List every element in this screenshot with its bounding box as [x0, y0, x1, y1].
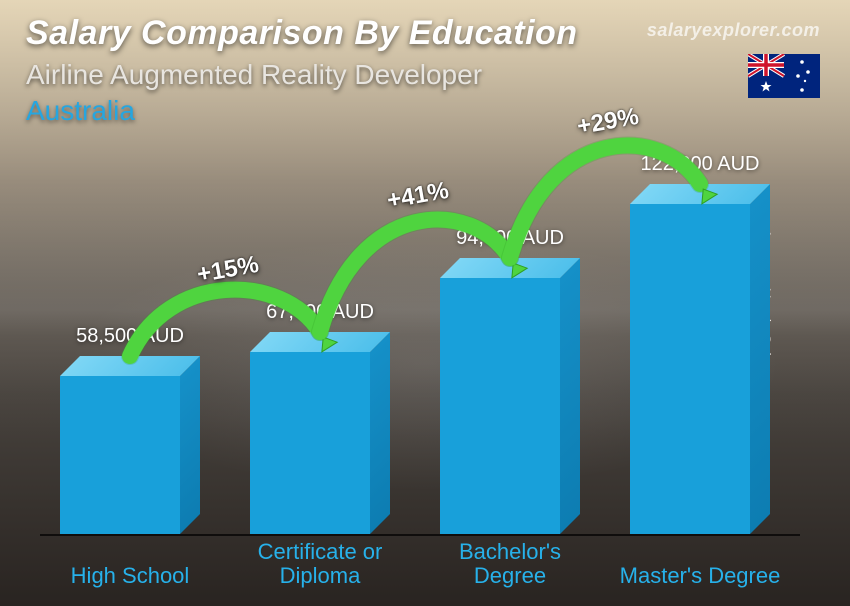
bar-chart: 58,500 AUD High School 67,300 AUD Certifica… — [40, 150, 800, 588]
bar: 122,000 AUD — [630, 204, 770, 534]
bar-category-label: High School — [40, 564, 220, 588]
bar-value-label: 58,500 AUD — [76, 325, 184, 348]
bar: 58,500 AUD — [60, 376, 200, 534]
chart-country: Australia — [26, 95, 824, 127]
bar-value-label: 94,600 AUD — [456, 227, 564, 250]
bar-value-label: 67,300 AUD — [266, 301, 374, 324]
bar-category-label: Bachelor's Degree — [420, 540, 600, 588]
bar: 67,300 AUD — [250, 352, 390, 534]
bar: 94,600 AUD — [440, 278, 580, 534]
percent-increase-label: +41% — [385, 177, 451, 215]
percent-increase-label: +15% — [195, 251, 261, 289]
chart-baseline — [40, 534, 800, 536]
chart-subtitle: Airline Augmented Reality Developer — [26, 59, 824, 91]
bar-value-label: 122,000 AUD — [641, 153, 760, 176]
bar-category-label: Master's Degree — [610, 564, 790, 588]
australia-flag-icon — [748, 54, 820, 98]
watermark-text: salaryexplorer.com — [647, 20, 820, 41]
bar-category-label: Certificate or Diploma — [230, 540, 410, 588]
